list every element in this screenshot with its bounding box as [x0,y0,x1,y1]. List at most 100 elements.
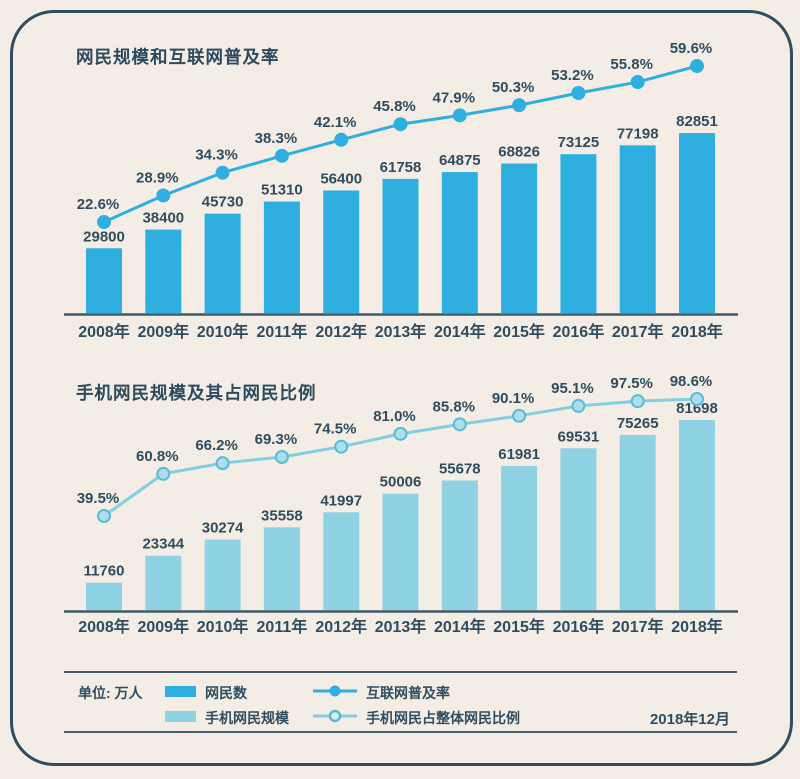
line-marker [156,188,171,203]
percent-label: 34.3% [195,147,238,164]
bar-value-label: 68826 [498,144,540,161]
line-marker [452,417,467,432]
line-marker [215,456,230,471]
bar [382,178,419,313]
bar [501,163,538,313]
percent-label: 38.3% [255,130,298,147]
bar-value-label: 82851 [676,113,718,130]
bar-value-label: 61758 [380,159,422,176]
bar-value-label: 35558 [261,507,303,524]
x-axis-label: 2012年 [315,322,367,341]
bar [560,154,597,313]
legend-divider-top [64,671,737,673]
legend-swatch-mobile-netizens [165,711,196,722]
x-axis-label: 2018年 [671,617,723,636]
bar [679,133,715,313]
percent-label: 47.9% [433,89,476,106]
bar-value-label: 73125 [558,134,600,151]
bar [619,434,656,610]
line-marker [274,148,289,163]
legend-line-mobile-ratio-icon [313,709,357,723]
report-date: 2018年12月 [649,711,730,728]
x-axis-label: 2016年 [553,617,605,636]
x-axis-label: 2017年 [612,617,664,636]
line-marker [97,509,111,524]
x-axis-label: 2009年 [137,617,189,636]
x-axis-label: 2011年 [257,322,308,341]
bar [86,248,122,313]
legend-divider-bottom [64,731,737,733]
bar-value-label: 50006 [380,474,422,491]
bar-value-label: 81698 [676,400,718,417]
percent-label: 85.8% [433,398,476,415]
bar-value-label: 75265 [617,415,659,432]
bar-value-label: 41997 [320,492,362,509]
x-axis-label: 2011年 [257,617,308,636]
percent-label: 22.6% [77,196,120,213]
percent-label: 42.1% [314,114,357,131]
bar [263,527,300,610]
percent-label: 60.8% [136,448,179,465]
x-axis-label: 2008年 [78,617,130,636]
chart-2: 11760 23344 30274 35558 41997 50006 55678 61981… [64,373,738,636]
line-marker [393,426,408,441]
line-marker [156,466,171,481]
bar [263,201,300,313]
percent-label: 69.3% [255,431,298,448]
line-marker [512,98,527,113]
line-marker [571,398,586,413]
percent-label: 28.9% [136,169,179,186]
chart1-title: 网民规模和互联网普及率 [76,47,280,67]
line-marker [393,117,408,132]
legend-label-mobile-ratio: 手机网民占整体网民比例 [366,710,520,726]
percent-label: 50.3% [492,79,535,96]
bar-value-label: 45730 [202,194,244,211]
bar-value-label: 61981 [498,446,540,463]
x-axis-label: 2008年 [78,322,130,341]
percent-label: 97.5% [610,375,653,392]
chart2-title: 手机网民规模及其占网民比例 [76,383,317,403]
bar-value-label: 55678 [439,461,481,478]
percent-label: 81.0% [373,408,416,425]
x-axis-label: 2014年 [434,617,486,636]
line-marker [215,165,230,180]
line-marker [690,392,704,407]
percent-label: 45.8% [373,98,416,115]
percent-label: 55.8% [610,56,653,73]
x-axis-label: 2015年 [493,322,545,341]
bar-value-label: 51310 [261,182,303,199]
line-marker [334,132,349,147]
bar-value-label: 11760 [84,563,125,580]
x-axis-label: 2015年 [493,617,545,636]
percent-label: 39.5% [77,490,120,507]
line-marker [334,439,349,454]
percent-label: 90.1% [492,390,535,407]
x-axis-label: 2012年 [315,617,367,636]
bar-value-label: 69531 [558,428,600,445]
bar [323,512,360,610]
bar-value-label: 77198 [617,125,659,142]
bar [382,493,419,610]
percent-label: 74.5% [314,421,357,438]
legend-line-penetration-icon [313,685,357,697]
percent-label: 59.6% [670,40,713,57]
bar [441,172,478,313]
line-marker [690,59,704,74]
bar [204,213,241,313]
percent-label: 53.2% [551,67,594,84]
x-axis-label: 2010年 [197,617,249,636]
x-axis-label: 2013年 [375,617,427,636]
chart-1: 29800 38400 45730 51310 56400 61758 64875 68826… [64,40,738,341]
line-marker [97,215,111,230]
line-marker [571,86,586,101]
x-axis-label: 2018年 [671,322,723,341]
x-axis-label: 2017年 [612,322,664,341]
bar-value-label: 64875 [439,152,481,169]
line-marker [452,108,467,123]
bar-value-label: 29800 [83,228,125,245]
bar [501,465,538,610]
percent-label: 66.2% [195,437,238,454]
legend-swatch-netizens [165,686,196,697]
bar [441,480,478,610]
bar [204,539,241,610]
